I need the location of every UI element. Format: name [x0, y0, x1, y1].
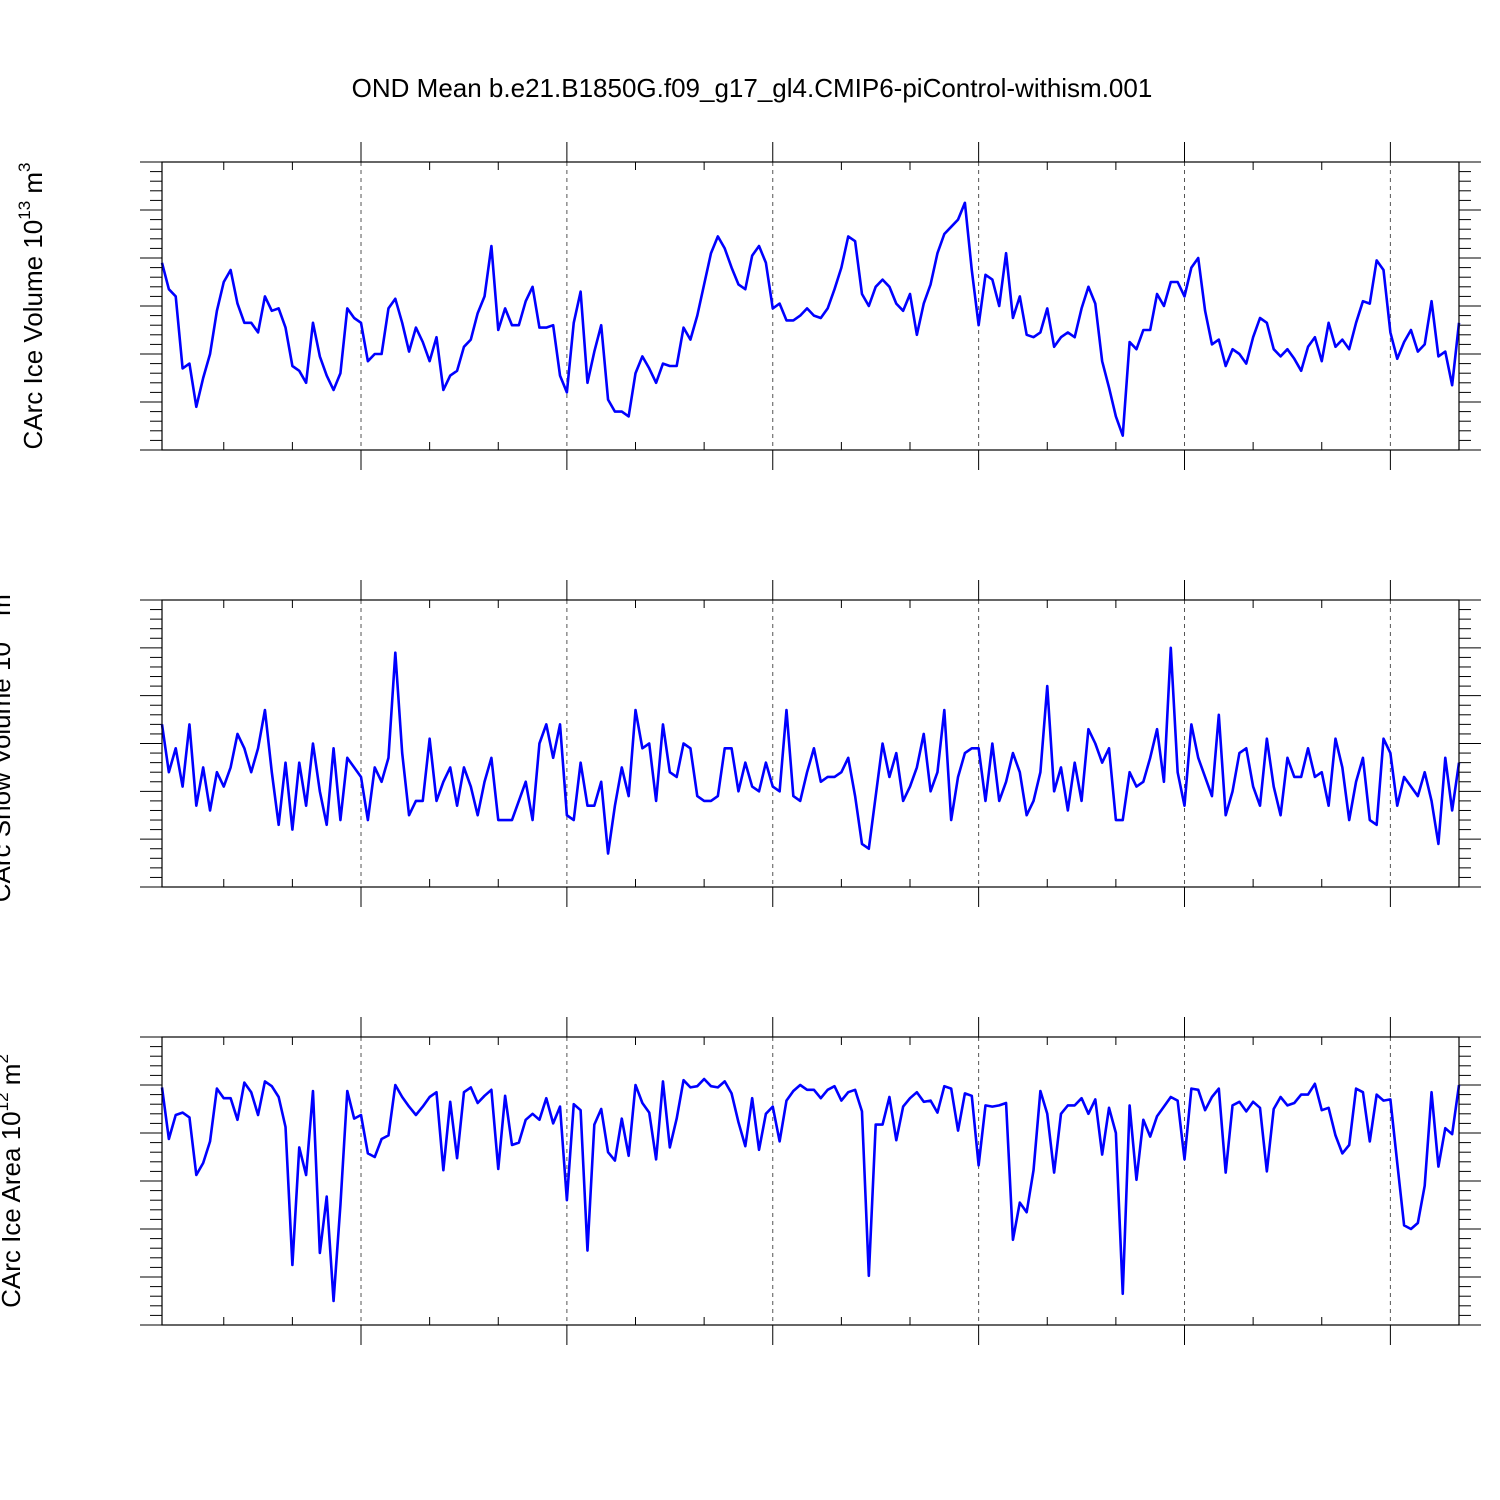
y-axis-label-exp: 13: [0, 623, 2, 642]
plot-frame: [161, 1036, 1460, 1326]
panel-2: CArc Snow Volume 1013 m3: [0, 580, 1481, 907]
series-line: [160, 1077, 1461, 1303]
y-axis-label-unit: m: [18, 172, 48, 194]
plot-frame: [161, 599, 1460, 888]
y-axis-label-unit-exp: 2: [0, 1054, 12, 1063]
y-axis-label: CArc Ice Area 1012 m2: [0, 1054, 26, 1308]
y-axis-label: CArc Snow Volume 1013 m3: [0, 585, 16, 902]
panel-1: CArc Ice Volume 1013 m3: [15, 142, 1481, 470]
y-axis-label-text: CArc Ice Volume 10: [18, 220, 48, 450]
panel-3: CArc Ice Area 1012 m2: [0, 1017, 1481, 1345]
plot-frame: [161, 161, 1460, 451]
y-axis-label-text: CArc Ice Area 10: [0, 1111, 26, 1308]
y-axis-label-space: [0, 1085, 26, 1092]
y-axis-label-space: [18, 194, 48, 201]
y-axis-label-unit-exp: 3: [15, 162, 34, 171]
figure-title: OND Mean b.e21.B1850G.f09_g17_gl4.CMIP6-…: [352, 73, 1153, 103]
y-axis-label-space: [0, 616, 16, 623]
series-line: [160, 201, 1461, 437]
y-axis-label: CArc Ice Volume 1013 m3: [15, 162, 48, 449]
y-axis-label-text: CArc Snow Volume 10: [0, 642, 16, 902]
y-axis-label-exp: 12: [0, 1092, 12, 1111]
y-axis-label-unit: m: [0, 594, 16, 616]
y-axis-label-exp: 13: [15, 201, 34, 220]
series-line: [160, 646, 1461, 855]
y-axis-label-unit: m: [0, 1064, 26, 1086]
y-axis-label-unit-exp: 3: [0, 585, 2, 594]
